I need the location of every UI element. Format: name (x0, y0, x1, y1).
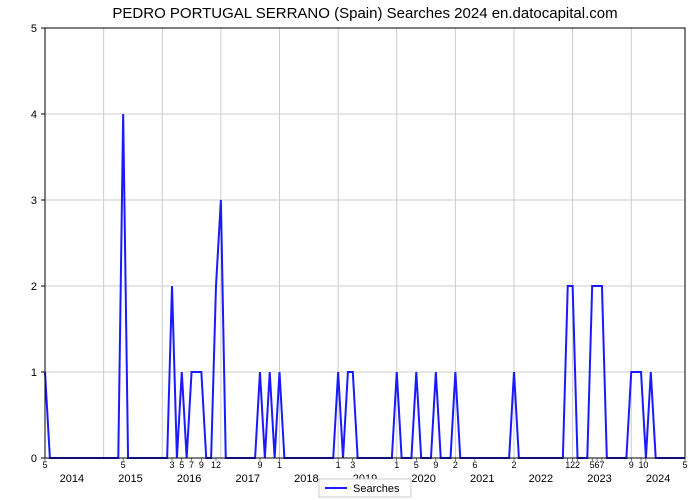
x-minor-label: 5 (42, 460, 47, 470)
line-chart: 0123455535791291131592621225679105201420… (0, 0, 700, 500)
x-year-label: 2016 (177, 473, 201, 485)
x-minor-label: 5 (121, 460, 126, 470)
x-minor-label: 3 (170, 460, 175, 470)
x-year-label: 2022 (529, 473, 553, 485)
legend-label: Searches (353, 483, 400, 495)
x-year-label: 2018 (294, 473, 318, 485)
x-minor-label: 2 (453, 460, 458, 470)
chart-container: 0123455535791291131592621225679105201420… (0, 0, 700, 500)
x-year-label: 2014 (60, 473, 84, 485)
x-year-label: 2021 (470, 473, 494, 485)
x-year-label: 2020 (411, 473, 435, 485)
x-minor-label: 3 (350, 460, 355, 470)
x-minor-label: 9 (433, 460, 438, 470)
x-minor-label: 5 (414, 460, 419, 470)
y-tick-label: 2 (31, 281, 37, 293)
y-tick-label: 0 (31, 453, 37, 465)
x-minor-label: 7 (599, 460, 604, 470)
chart-title: PEDRO PORTUGAL SERRANO (Spain) Searches … (112, 5, 617, 22)
x-minor-label: 5 (682, 460, 687, 470)
legend: Searches (319, 479, 411, 497)
y-tick-label: 1 (31, 367, 37, 379)
x-minor-label: 0 (643, 460, 648, 470)
x-minor-label: 1 (277, 460, 282, 470)
x-minor-label: 9 (257, 460, 262, 470)
x-minor-label: 2 (575, 460, 580, 470)
x-minor-label: 7 (189, 460, 194, 470)
y-tick-label: 4 (31, 109, 37, 121)
x-minor-label: 1 (394, 460, 399, 470)
y-tick-label: 5 (31, 23, 37, 35)
x-minor-label: 5 (179, 460, 184, 470)
x-minor-label: 12 (211, 460, 221, 470)
x-year-label: 2017 (236, 473, 260, 485)
x-year-label: 2023 (587, 473, 611, 485)
x-minor-label: 6 (472, 460, 477, 470)
y-tick-label: 3 (31, 195, 37, 207)
x-minor-label: 2 (511, 460, 516, 470)
x-year-label: 2024 (646, 473, 670, 485)
x-minor-label: 9 (629, 460, 634, 470)
x-minor-label: 1 (336, 460, 341, 470)
x-minor-label: 9 (199, 460, 204, 470)
x-year-label: 2015 (118, 473, 142, 485)
